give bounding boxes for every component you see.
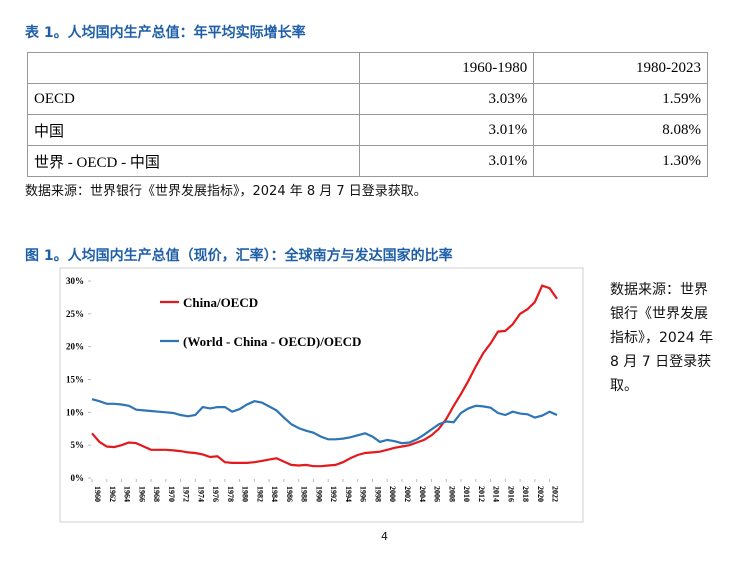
x-tick-label: 1970	[167, 486, 176, 502]
y-tick-label: 10%	[66, 407, 84, 417]
table-row: OECD 3.03% 1.59%	[26, 83, 708, 115]
x-tick-label: 2014	[492, 486, 501, 502]
table-cell: 中国	[26, 114, 361, 146]
table-title: 表 1。人均国内生产总值：年平均实际增长率	[25, 25, 306, 41]
table-cell: 世界 - OECD - 中国	[26, 145, 361, 177]
x-tick-label: 1972	[182, 486, 191, 502]
x-tick-label: 2018	[521, 486, 530, 502]
y-tick-label: 0%	[71, 473, 85, 483]
series-line	[91, 284, 558, 468]
figure-source: 数据来源：世界 银行《世界发展 指标》，2024 年 8 月 7 日登录获 取。	[610, 278, 713, 398]
x-tick-label: 2004	[418, 486, 427, 502]
table-row: 世界 - OECD - 中国 3.01% 1.30%	[26, 145, 708, 177]
x-tick-label: 1998	[373, 486, 382, 502]
header-cell	[26, 52, 361, 84]
figure-source-line: 数据来源：世界	[610, 282, 708, 298]
legend-label: China/OECD	[183, 295, 258, 310]
y-tick-label: 20%	[66, 342, 84, 352]
table-cell: 3.01%	[359, 114, 535, 146]
x-tick-label: 1976	[211, 486, 220, 502]
x-tick-label: 2010	[462, 486, 471, 502]
x-tick-label: 1966	[137, 486, 146, 502]
page-number: 4	[381, 530, 388, 543]
x-tick-label: 2002	[403, 486, 412, 502]
x-tick-label: 2022	[551, 486, 560, 502]
x-tick-label: 1996	[359, 486, 368, 502]
x-tick-label: 2020	[536, 486, 545, 502]
y-tick-label: 15%	[66, 375, 84, 385]
x-tick-label: 1988	[300, 486, 309, 502]
x-tick-label: 1960	[93, 486, 102, 502]
table-source: 数据来源：世界银行《世界发展指标》，2024 年 8 月 7 日登录获取。	[25, 184, 427, 199]
x-tick-label: 1992	[329, 486, 338, 502]
table-cell: 3.03%	[359, 83, 535, 115]
x-tick-label: 1978	[226, 486, 235, 502]
x-tick-label: 1968	[152, 486, 161, 502]
figure-title: 图 1。人均国内生产总值（现价，汇率）：全球南方与发达国家的比率	[25, 248, 453, 264]
legend-label: (World - China - OECD)/OECD	[183, 334, 361, 349]
x-tick-label: 1982	[255, 486, 264, 502]
x-tick-label: 1974	[196, 486, 205, 502]
header-cell: 1980-2023	[533, 52, 708, 84]
chart-frame	[59, 267, 584, 523]
table-cell: OECD	[26, 83, 361, 115]
x-tick-label: 2008	[447, 486, 456, 502]
table-row: 中国 3.01% 8.08%	[26, 114, 708, 146]
x-tick-label: 1994	[344, 486, 353, 502]
x-tick-label: 1984	[270, 486, 279, 502]
x-tick-label: 1962	[108, 486, 117, 502]
y-tick-label: 30%	[66, 276, 84, 286]
table: 1960-1980 1980-2023 OECD 3.03% 1.59% 中国 3.01% 8…	[26, 52, 708, 177]
table-cell: 1.30%	[533, 145, 708, 177]
x-tick-label: 2012	[477, 486, 486, 502]
y-tick-label: 25%	[66, 309, 84, 319]
x-tick-label: 2016	[506, 486, 515, 502]
table-cell: 8.08%	[533, 114, 708, 146]
x-tick-label: 2000	[388, 486, 397, 502]
figure-source-line: 8 月 7 日登录获	[610, 354, 712, 370]
table-cell: 3.01%	[359, 145, 535, 177]
figure-source-line: 取。	[610, 378, 638, 394]
header-cell: 1960-1980	[359, 52, 535, 84]
x-tick-label: 1986	[285, 486, 294, 502]
figure-source-line: 银行《世界发展	[610, 306, 708, 322]
y-tick-label: 5%	[71, 440, 85, 450]
figure-source-line: 指标》，2024 年	[610, 330, 714, 346]
x-tick-label: 1990	[314, 486, 323, 502]
x-tick-label: 2006	[433, 486, 442, 502]
x-tick-label: 1980	[241, 486, 250, 502]
table-cell: 1.59%	[533, 83, 708, 115]
x-tick-label: 1964	[123, 486, 132, 502]
series-line	[91, 398, 558, 445]
header-row: 1960-1980 1980-2023	[26, 52, 708, 84]
